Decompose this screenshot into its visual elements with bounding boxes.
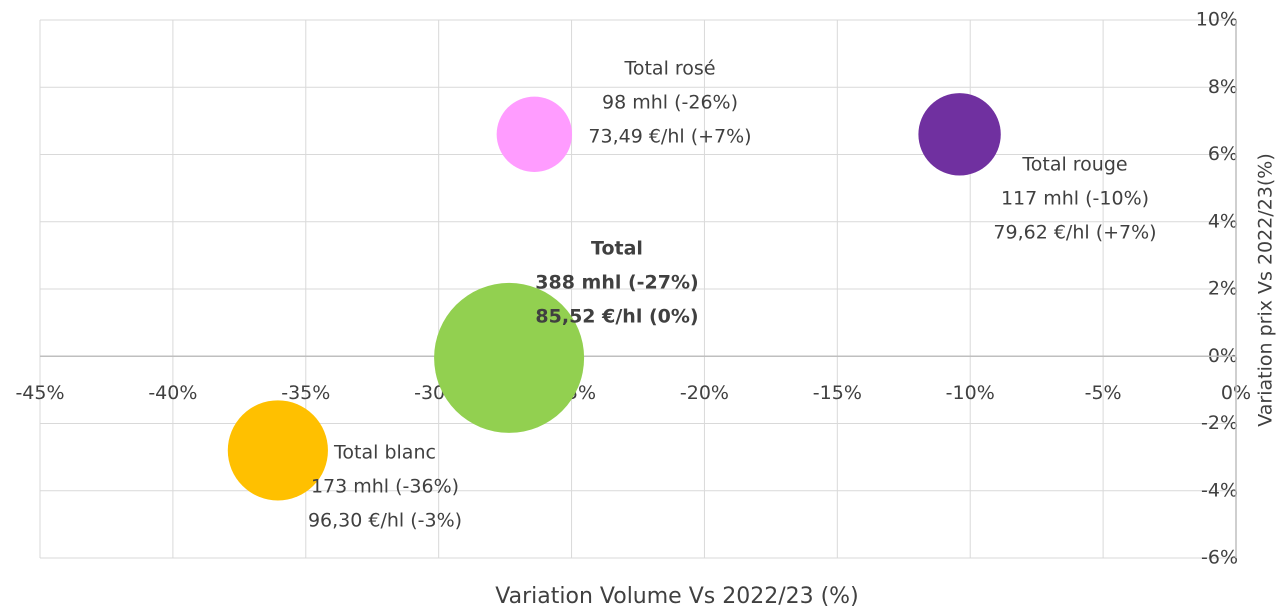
x-tick-label: -5%: [1085, 382, 1122, 404]
bubble-label: 388 mhl (-27%): [535, 272, 698, 294]
bubble: [918, 93, 1001, 176]
x-tick-label: -15%: [813, 382, 862, 404]
bubble-label: Total: [591, 238, 643, 260]
bubble-label: 173 mhl (-36%): [311, 476, 459, 498]
bubble: [434, 282, 585, 433]
bubble-label: 96,30 €/hl (-3%): [308, 510, 462, 532]
bubble: [496, 96, 573, 173]
y-tick-label: 6%: [1208, 143, 1238, 165]
x-axis-title: Variation Volume Vs 2022/23 (%): [495, 584, 858, 609]
y-tick-label: 10%: [1196, 9, 1238, 31]
x-tick-label: -20%: [680, 382, 729, 404]
bubble-label: Total rosé: [623, 58, 715, 80]
bubble: [227, 400, 328, 501]
x-tick-label: -35%: [281, 382, 330, 404]
x-tick-label: -45%: [15, 382, 64, 404]
bubble-label: Total rouge: [1021, 154, 1127, 176]
y-tick-label: -4%: [1201, 479, 1238, 501]
y-tick-label: -6%: [1201, 547, 1238, 569]
bubble-label: 73,49 €/hl (+7%): [588, 126, 751, 148]
y-tick-label: 4%: [1208, 210, 1238, 232]
bubble-label: 79,62 €/hl (+7%): [993, 222, 1156, 244]
bubble-label: 98 mhl (-26%): [602, 92, 738, 114]
y-axis-title: Variation prix Vs 2022/23(%): [1255, 153, 1277, 427]
y-tick-label: 8%: [1208, 76, 1238, 98]
bubble-label: 117 mhl (-10%): [1001, 188, 1149, 210]
bubble-label: Total blanc: [333, 442, 436, 464]
x-tick-label: -10%: [946, 382, 995, 404]
bubble-label: 85,52 €/hl (0%): [535, 306, 698, 328]
x-tick-label: -40%: [148, 382, 197, 404]
y-tick-label: -2%: [1201, 412, 1238, 434]
y-tick-label: 2%: [1208, 278, 1238, 300]
